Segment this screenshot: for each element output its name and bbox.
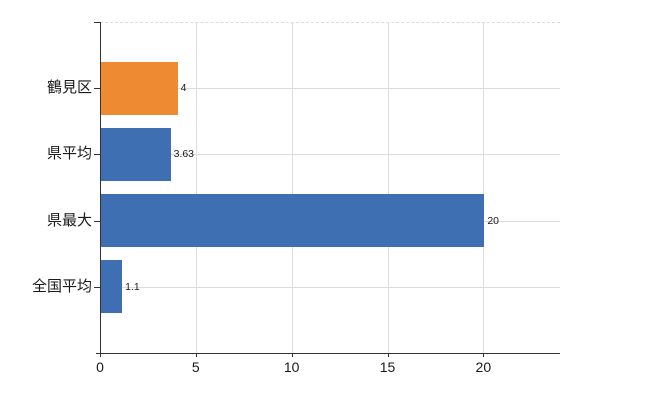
category-gridline	[100, 88, 560, 90]
bar-0	[101, 61, 178, 115]
bar-value-label: 20	[487, 214, 500, 227]
vertical-gridline	[195, 22, 197, 353]
vertical-gridline	[387, 22, 389, 353]
x-axis-tick-label: 0	[96, 359, 104, 375]
category-label: 県平均	[46, 145, 92, 163]
y-axis-tick	[94, 220, 100, 222]
bar-1	[101, 127, 171, 181]
bar-value-label: 1.1	[125, 280, 140, 293]
x-axis-tick	[195, 353, 197, 357]
y-axis	[100, 22, 101, 354]
x-axis-tick	[100, 353, 101, 357]
x-axis-tick	[387, 353, 389, 357]
x-axis	[96, 353, 560, 354]
category-label: 県最大	[46, 211, 92, 229]
vertical-gridline	[291, 22, 293, 353]
y-axis-tick	[94, 154, 100, 156]
plot-border-top	[100, 22, 560, 23]
bar-3	[101, 260, 123, 314]
x-axis-tick-label: 15	[379, 359, 396, 375]
category-label: 鶴見区	[46, 79, 92, 97]
y-axis-tick	[94, 88, 100, 90]
vertical-gridline	[483, 22, 485, 353]
category-gridline	[100, 286, 560, 288]
y-axis-tick	[94, 22, 100, 23]
bar-value-label: 3.63	[173, 148, 194, 161]
y-axis-tick	[94, 286, 100, 288]
x-axis-tick-label: 20	[475, 359, 492, 375]
category-label: 全国平均	[31, 277, 92, 295]
x-axis-tick	[483, 353, 485, 357]
x-axis-tick-label: 5	[191, 359, 200, 375]
x-axis-tick-label: 10	[283, 359, 300, 375]
bar-value-label: 4	[180, 82, 187, 95]
bar-2	[101, 194, 485, 248]
x-axis-tick	[291, 353, 293, 357]
category-gridline	[100, 154, 560, 156]
